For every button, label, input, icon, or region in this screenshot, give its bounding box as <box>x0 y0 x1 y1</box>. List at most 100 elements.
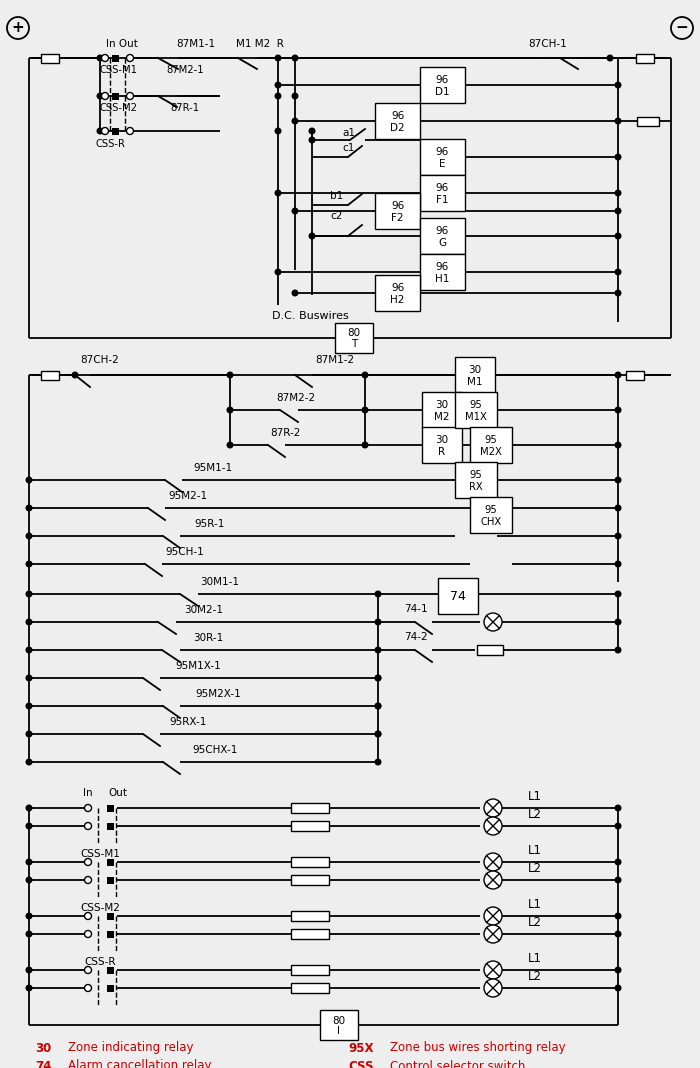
Circle shape <box>375 703 381 709</box>
Text: Zone indicating relay: Zone indicating relay <box>68 1041 193 1054</box>
Circle shape <box>484 961 502 979</box>
Bar <box>106 877 113 883</box>
Text: M2: M2 <box>434 412 449 422</box>
Bar <box>291 965 329 975</box>
Bar <box>106 930 113 938</box>
Circle shape <box>375 675 381 680</box>
Circle shape <box>26 619 32 625</box>
Text: Alarm cancellation relay: Alarm cancellation relay <box>68 1059 211 1068</box>
Circle shape <box>102 127 108 135</box>
Circle shape <box>85 930 92 938</box>
Text: I: I <box>337 1026 340 1036</box>
Circle shape <box>615 619 621 625</box>
Circle shape <box>127 127 134 135</box>
Text: CSS-M2: CSS-M2 <box>99 103 137 113</box>
Circle shape <box>85 985 92 991</box>
Circle shape <box>375 592 381 597</box>
Text: D2: D2 <box>390 123 405 134</box>
Circle shape <box>72 373 78 378</box>
Bar <box>637 116 659 126</box>
Circle shape <box>607 56 612 61</box>
Bar <box>291 821 329 831</box>
Text: 30: 30 <box>468 364 482 375</box>
Text: 30R-1: 30R-1 <box>193 633 223 643</box>
Text: −: − <box>676 20 688 35</box>
Text: 87M2-1: 87M2-1 <box>166 65 204 75</box>
Circle shape <box>615 859 621 865</box>
Circle shape <box>615 561 621 567</box>
Circle shape <box>26 647 32 653</box>
Text: 95CH-1: 95CH-1 <box>166 547 204 557</box>
Text: 96: 96 <box>391 283 404 293</box>
Text: 96: 96 <box>436 183 449 192</box>
Bar <box>626 371 644 379</box>
Circle shape <box>362 373 368 378</box>
Text: 30: 30 <box>35 1041 51 1054</box>
Circle shape <box>275 269 281 274</box>
Text: M1 M2  R: M1 M2 R <box>236 40 284 49</box>
Bar <box>291 929 329 939</box>
Text: 95M2X-1: 95M2X-1 <box>195 689 241 698</box>
Circle shape <box>375 732 381 737</box>
Circle shape <box>362 407 368 413</box>
Text: 80: 80 <box>347 329 360 339</box>
Bar <box>106 859 113 865</box>
Circle shape <box>275 82 281 88</box>
Text: 95X: 95X <box>348 1041 374 1054</box>
Text: 95: 95 <box>484 504 498 515</box>
Bar <box>335 323 373 354</box>
Circle shape <box>7 17 29 40</box>
Circle shape <box>228 407 233 413</box>
Text: CSS-M2: CSS-M2 <box>80 904 120 913</box>
Circle shape <box>484 817 502 835</box>
Circle shape <box>615 442 621 447</box>
Text: 95M2-1: 95M2-1 <box>169 491 208 501</box>
Circle shape <box>26 877 32 883</box>
Circle shape <box>26 592 32 597</box>
Text: 95M1X-1: 95M1X-1 <box>175 661 221 671</box>
Circle shape <box>26 968 32 973</box>
Circle shape <box>375 647 381 653</box>
Bar <box>420 175 465 211</box>
Bar <box>477 645 503 655</box>
Text: L1: L1 <box>528 789 542 802</box>
Circle shape <box>26 931 32 937</box>
Text: 96: 96 <box>391 111 404 121</box>
Text: D1: D1 <box>435 88 450 97</box>
Circle shape <box>615 82 621 88</box>
Bar <box>291 857 329 867</box>
Circle shape <box>484 871 502 889</box>
Bar <box>375 274 420 311</box>
Text: c2: c2 <box>330 211 342 221</box>
Circle shape <box>102 54 108 62</box>
Circle shape <box>85 822 92 830</box>
Bar <box>106 985 113 991</box>
Text: 30M1-1: 30M1-1 <box>200 577 239 587</box>
Text: 95: 95 <box>470 470 482 480</box>
Text: 30: 30 <box>435 399 449 410</box>
Circle shape <box>97 56 103 61</box>
Circle shape <box>26 732 32 737</box>
Circle shape <box>275 93 281 99</box>
Text: b1: b1 <box>330 191 343 201</box>
Circle shape <box>85 804 92 812</box>
Text: 87R-2: 87R-2 <box>270 428 300 438</box>
Bar <box>106 967 113 974</box>
Bar <box>422 427 462 464</box>
Circle shape <box>375 732 381 737</box>
Text: CSS-R: CSS-R <box>84 957 116 967</box>
Text: L1: L1 <box>528 897 542 911</box>
Bar <box>455 357 495 393</box>
Bar <box>320 1010 358 1040</box>
Text: CSS-M1: CSS-M1 <box>80 849 120 859</box>
Text: 96: 96 <box>436 262 449 271</box>
Bar <box>470 497 512 533</box>
Circle shape <box>127 93 134 99</box>
Text: T: T <box>351 339 357 349</box>
Text: 80: 80 <box>332 1016 346 1025</box>
Circle shape <box>615 477 621 483</box>
Circle shape <box>615 505 621 511</box>
Bar <box>291 983 329 993</box>
Circle shape <box>97 93 103 99</box>
Text: 87R-1: 87R-1 <box>170 103 199 113</box>
